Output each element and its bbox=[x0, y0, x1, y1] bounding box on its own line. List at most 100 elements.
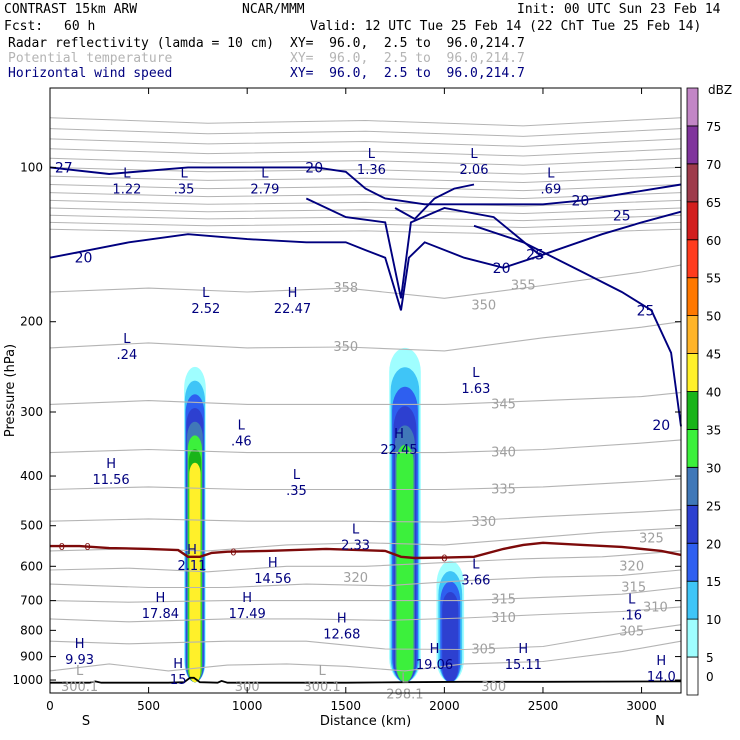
extremum-28-value: 300.1 bbox=[61, 680, 98, 695]
extremum-10-type: L bbox=[472, 366, 480, 381]
x-tick-label-3000: 3000 bbox=[626, 699, 657, 713]
theta-label-8: 330 bbox=[471, 515, 496, 530]
wind-label-7: 20 bbox=[75, 251, 93, 267]
extremum-27-type: H bbox=[173, 657, 183, 672]
north-end-label: N bbox=[655, 714, 665, 729]
extremum-11-type: L bbox=[238, 419, 246, 434]
theta-stratosphere-line-3 bbox=[49, 138, 682, 147]
colorbar-label-70: 70 bbox=[706, 158, 721, 172]
extremum-9-type: L bbox=[123, 332, 131, 347]
colorbar-label-10: 10 bbox=[706, 613, 721, 627]
zero-contour-line bbox=[50, 541, 682, 560]
extremum-18-type: L bbox=[472, 558, 480, 573]
y-tick-label-800: 800 bbox=[20, 623, 43, 637]
org-label: NCAR/MMM bbox=[242, 2, 305, 17]
extremum-7-value: 2.52 bbox=[191, 302, 220, 317]
theta-stratosphere-line-7 bbox=[49, 175, 682, 184]
colorbar-swatch-5 bbox=[686, 618, 699, 658]
colorbar-swatch-15 bbox=[686, 542, 699, 582]
y-tick-label-300: 300 bbox=[20, 405, 43, 419]
extremum-21-type: L bbox=[628, 592, 636, 607]
extremum-4-value: 1.36 bbox=[357, 163, 386, 178]
x-tick-label-2000: 2000 bbox=[429, 699, 460, 713]
y-tick-label-100: 100 bbox=[20, 160, 43, 174]
theta-label-14: 310 bbox=[491, 611, 516, 626]
extremum-19-value: 17.84 bbox=[142, 607, 179, 622]
theta-contour-line-5 bbox=[49, 606, 682, 623]
field-2-xy: XY= 96.0, 2.5 to 96.0,214.7 bbox=[290, 51, 525, 66]
extremum-3-type: L bbox=[261, 167, 269, 182]
extremum-30-value: 298.1 bbox=[386, 688, 423, 703]
y-tick-label-400: 400 bbox=[20, 469, 43, 483]
plot-frame bbox=[49, 87, 682, 694]
theta-contour-line-7 bbox=[49, 640, 682, 672]
theta-label-4: 350 bbox=[333, 340, 358, 355]
theta-contour-line-12 bbox=[49, 321, 682, 352]
wind-label-3: 20 bbox=[571, 193, 589, 209]
extremum-22-type: H bbox=[337, 612, 347, 627]
theta-label-1: 355 bbox=[511, 279, 536, 294]
extremum-17-value: 14.56 bbox=[254, 572, 291, 587]
theta-stratosphere-line-12 bbox=[49, 214, 682, 222]
extremum-3-value: 2.79 bbox=[250, 183, 279, 198]
colorbar-swatch-0 bbox=[686, 656, 699, 696]
wind-contours bbox=[49, 166, 682, 427]
theta-label-15: 310 bbox=[643, 601, 668, 616]
y-tick-label-200: 200 bbox=[20, 315, 43, 329]
extremum-12-value: 22.45 bbox=[380, 443, 417, 458]
extremum-13-type: H bbox=[106, 457, 116, 472]
colorbar-label-60: 60 bbox=[706, 234, 721, 248]
wind-contour-line-1 bbox=[49, 166, 682, 206]
wind-contour-line-5 bbox=[394, 183, 475, 221]
extremum-26-type: H bbox=[656, 654, 666, 669]
theta-label-6: 340 bbox=[491, 446, 516, 461]
model-title: CONTRAST 15km ARW bbox=[4, 2, 138, 17]
extremum-16-value: 2.11 bbox=[178, 559, 207, 574]
extremum-18-value: 3.66 bbox=[461, 574, 490, 589]
theta-stratosphere-line-8 bbox=[49, 184, 682, 192]
extremum-1-type: L bbox=[123, 167, 131, 182]
extremum-14-type: L bbox=[293, 468, 301, 483]
theta-label-22: 0 bbox=[230, 548, 236, 559]
theta-label-13: 315 bbox=[621, 581, 646, 596]
field-1-name: Radar reflectivity (lamda = 10 cm) bbox=[8, 36, 275, 51]
theta-stratosphere-line-9 bbox=[49, 192, 682, 200]
theta-label-20: 0 bbox=[59, 542, 65, 553]
extremum-4-type: L bbox=[368, 147, 376, 162]
colorbar-label-65: 65 bbox=[706, 196, 721, 210]
terrain bbox=[50, 676, 682, 684]
field-1-xy: XY= 96.0, 2.5 to 96.0,214.7 bbox=[290, 36, 525, 51]
extremum-2-value: .35 bbox=[174, 183, 195, 198]
extremum-1-value: 1.22 bbox=[112, 183, 141, 198]
colorbar-swatch-10 bbox=[686, 580, 699, 620]
theta-label-3: 350 bbox=[471, 299, 496, 314]
y-tick-label-900: 900 bbox=[20, 650, 43, 664]
colorbar-swatch-65 bbox=[686, 163, 699, 203]
extremum-21-value: .16 bbox=[621, 608, 642, 623]
colorbar-label-50: 50 bbox=[706, 310, 721, 324]
theta-label-11: 320 bbox=[619, 559, 644, 574]
theta-contour-line-4 bbox=[49, 586, 682, 603]
extremum-6-type: L bbox=[547, 167, 555, 182]
field-2-name: Potential temperature bbox=[8, 51, 173, 66]
colorbar-swatch-25 bbox=[686, 466, 699, 506]
theta-label-23: 0 bbox=[441, 554, 447, 565]
wind-contour-line-2 bbox=[49, 210, 682, 311]
wind-label-9: 20 bbox=[652, 418, 670, 434]
wind-label-2: 20 bbox=[305, 160, 323, 176]
theta-contour-line-9 bbox=[49, 478, 682, 491]
theta-label-12: 315 bbox=[491, 593, 516, 608]
extremum-2-type: L bbox=[180, 167, 188, 182]
extremum-20-type: H bbox=[242, 591, 252, 606]
init-time: Init: 00 UTC Sun 23 Feb 14 bbox=[517, 2, 721, 17]
x-tick-label-1000: 1000 bbox=[232, 699, 263, 713]
theta-contour-line-8 bbox=[49, 509, 682, 523]
extremum-11-value: .46 bbox=[231, 435, 252, 450]
extremum-23-type: H bbox=[75, 637, 85, 652]
theta-stratosphere-line-14 bbox=[49, 228, 682, 235]
theta-label-2: 358 bbox=[333, 281, 358, 296]
y-tick-label-1000: 1000 bbox=[12, 673, 43, 687]
extremum-24-type: H bbox=[430, 642, 440, 657]
extremum-15-type: L bbox=[352, 523, 360, 538]
y-tick-label-600: 600 bbox=[20, 559, 43, 573]
